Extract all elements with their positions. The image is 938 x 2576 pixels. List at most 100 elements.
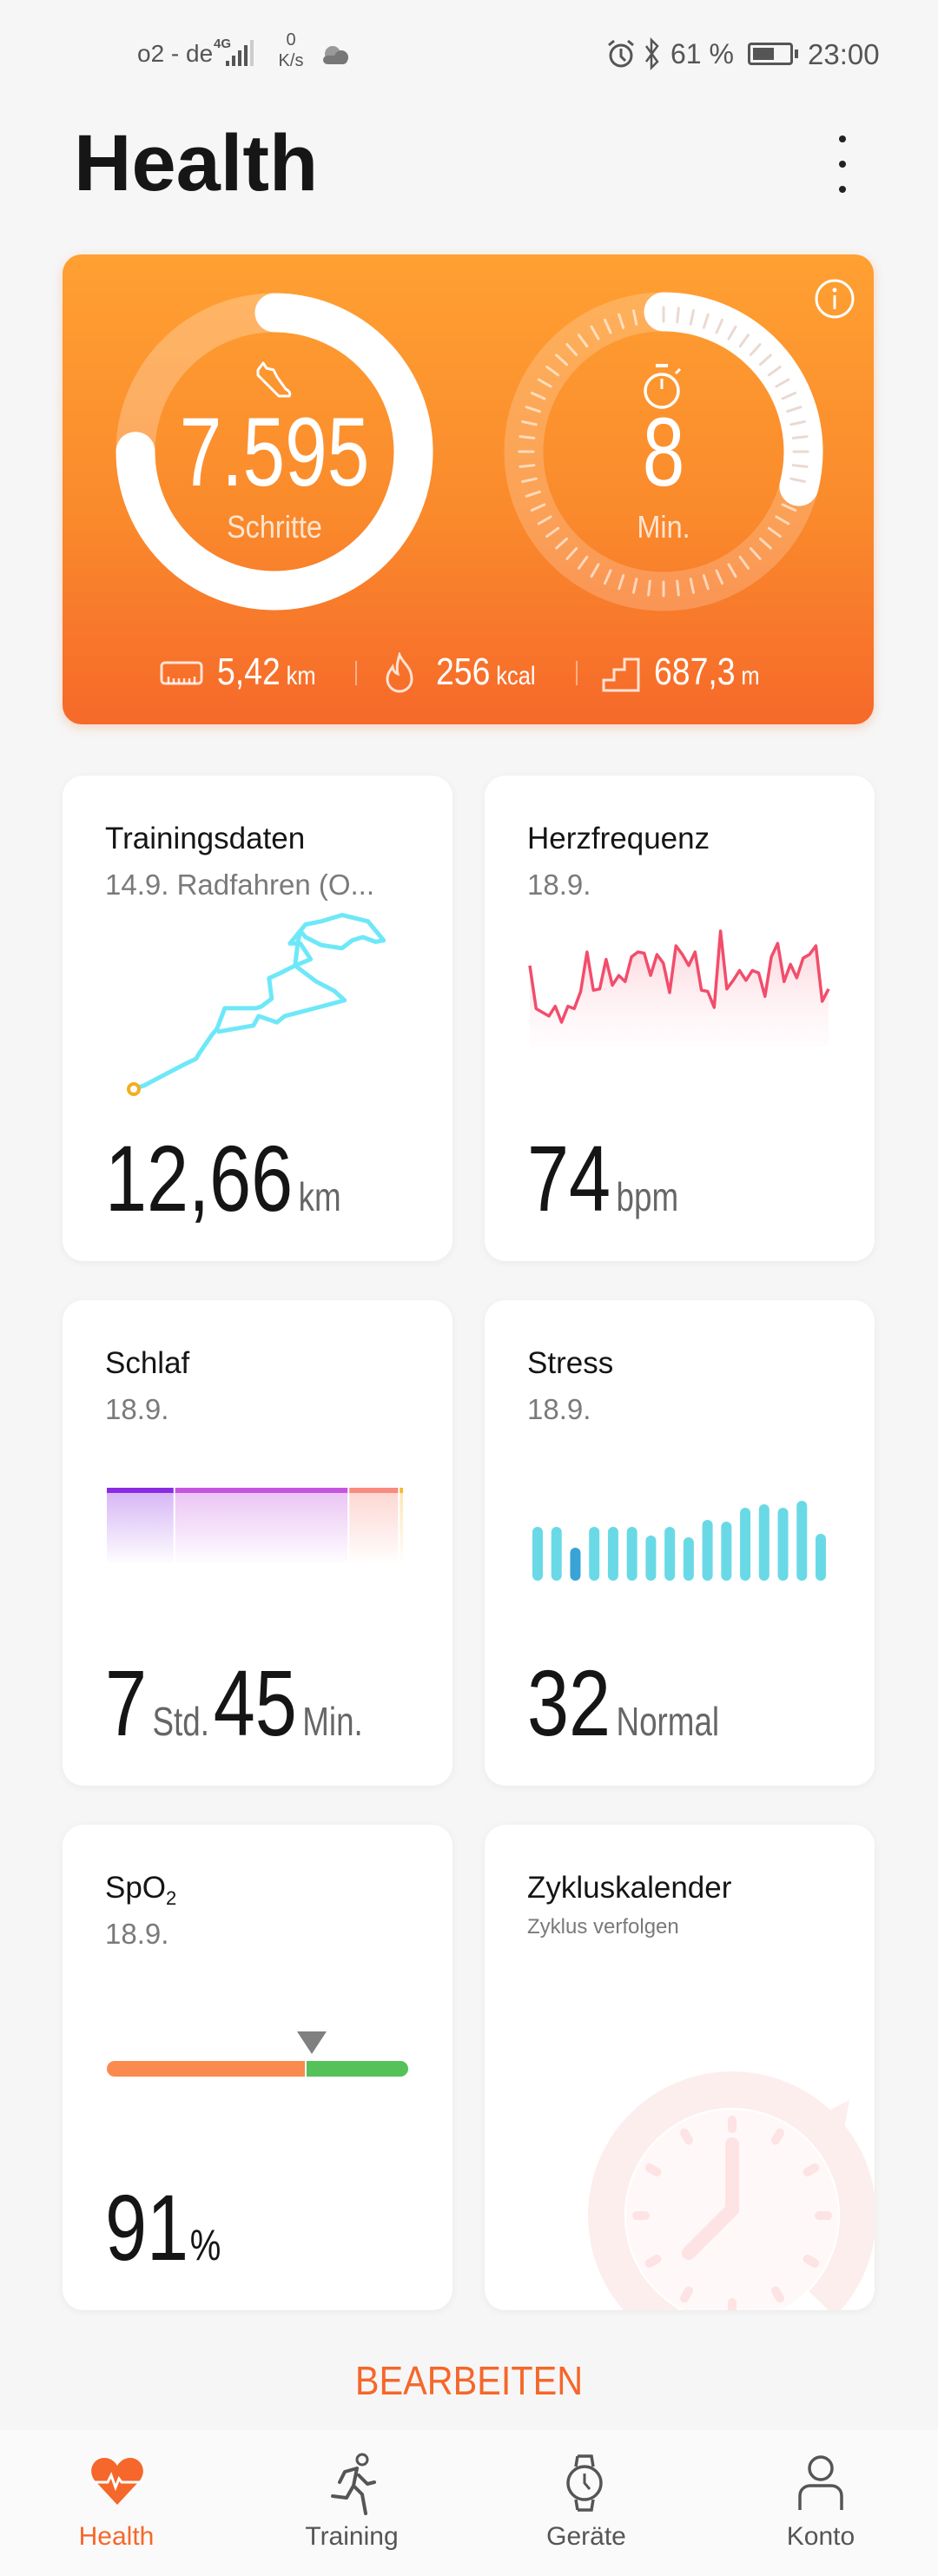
minute-tick [537,515,552,525]
minute-tick [577,555,589,570]
minute-tick [749,546,762,560]
minute-tick [590,325,600,340]
training-distance: 12,66 km [105,1126,341,1231]
minute-tick [647,579,651,597]
spo2-normal-range [307,2061,408,2077]
minute-tick [781,503,797,512]
minute-tick [781,391,797,400]
minute-tick [767,526,782,538]
edit-button[interactable]: BEARBEITEN [354,2358,584,2403]
clock-tick [644,2163,662,2176]
minute-tick [727,325,737,340]
stress-bar [702,1520,713,1581]
minute-tick [758,353,772,367]
sleep-segment-fill [349,1490,399,1565]
activity-rings [116,292,823,611]
spo2-card[interactable]: SpO2 18.9. 91% [63,1825,452,2310]
minute-tick [555,537,569,550]
heart-rate-value: 74 bpm [527,1126,679,1231]
minutes-value: 8 [642,398,685,506]
minute-tick [676,307,680,324]
minute-tick [749,343,762,357]
clock-tick [771,2128,784,2145]
cloud-icon [323,46,348,64]
running-icon [331,2453,376,2515]
stress-card[interactable]: Stress 18.9. 32 Normal [485,1300,875,1786]
heart-rate-line [528,929,830,1024]
steps-label: Schritte [227,509,322,545]
minute-tick [555,353,569,367]
battery-icon [748,43,798,65]
stress-bar [758,1504,770,1581]
stress-bar [777,1508,789,1581]
stress-bar [664,1527,676,1581]
calories-stat: 256 kcal [436,651,536,693]
training-route-map [61,773,877,1268]
nav-devices[interactable]: Geräte [499,2430,673,2576]
ruler-icon [160,661,203,685]
person-icon [798,2455,843,2510]
more-vertical-icon[interactable] [829,132,855,196]
sleep-duration: 7 Std.45 Min. [105,1650,363,1755]
clock-tick [680,2128,693,2145]
minute-tick [647,307,651,324]
sleep-segment-fill [175,1490,348,1565]
card-title: Zykluskalender [527,1871,732,1905]
stress-bar [551,1527,562,1581]
spo2-value: 91% [105,2175,221,2280]
card-title: Trainingsdaten [105,822,306,855]
minute-tick [786,406,803,413]
card-title: Herzfrequenz [527,822,710,855]
distance-stat: 5,42 km [217,651,316,693]
sleep-segment-leichtschlaf [175,1488,348,1493]
clock-tick [771,2286,784,2303]
bluetooth-icon [644,36,659,71]
minute-tick [618,574,625,591]
route-line [134,915,384,1089]
steps-ring-progress [116,293,433,611]
stress-bar [532,1527,543,1581]
minute-tick [530,391,546,400]
divider [576,661,578,685]
card-subtitle: 18.9. [527,1393,591,1425]
minute-tick [545,526,560,538]
card-subtitle: Zyklus verfolgen [527,1915,679,1939]
minute-tick [519,435,536,439]
stress-bar [796,1501,808,1581]
minute-tick [590,563,600,578]
card-subtitle: 18.9. [527,869,591,901]
stress-bar [589,1527,600,1581]
minute-tick [525,406,541,413]
minute-tick [702,313,710,329]
nav-health[interactable]: Health [30,2430,203,2576]
minute-tick [530,503,546,512]
activity-card[interactable]: 7.595 Schritte 8 Min. 5,42 km 256 kcal 687… [63,254,874,724]
heart-rate-chart [528,929,830,1047]
signal-icon [226,40,254,66]
stress-bar [570,1548,581,1581]
battery-percent: 61 % [670,38,734,69]
minute-tick [689,578,696,594]
stress-bar [645,1536,657,1581]
sleep-segment-tiefschlaf [107,1488,174,1493]
stopwatch-icon [644,364,682,409]
heart-pulse-icon [91,2458,143,2505]
minute-tick [603,318,612,334]
minute-tick [767,365,782,377]
minute-tick [631,309,638,326]
heart-rate-card[interactable]: Herzfrequenz 18.9. 74 bpm [485,776,875,1261]
sleep-segment-fill [107,1490,174,1565]
minute-tick [565,343,578,357]
minute-tick [519,464,536,468]
nav-account[interactable]: Konto [734,2430,908,2576]
sleep-card[interactable]: Schlaf 18.9. 7 Std.45 Min. [63,1300,452,1786]
steps-value: 7.595 [179,398,370,506]
sleep-segment-wach [400,1488,403,1493]
clock-tick [803,2163,820,2176]
stress-value: 32 Normal [527,1650,720,1755]
nav-training[interactable]: Training [265,2430,439,2576]
stress-bar [721,1522,732,1581]
cycle-calendar-card[interactable]: Zykluskalender Zyklus verfolgen [485,1825,875,2310]
minute-tick [537,378,552,388]
info-icon[interactable] [813,277,856,320]
